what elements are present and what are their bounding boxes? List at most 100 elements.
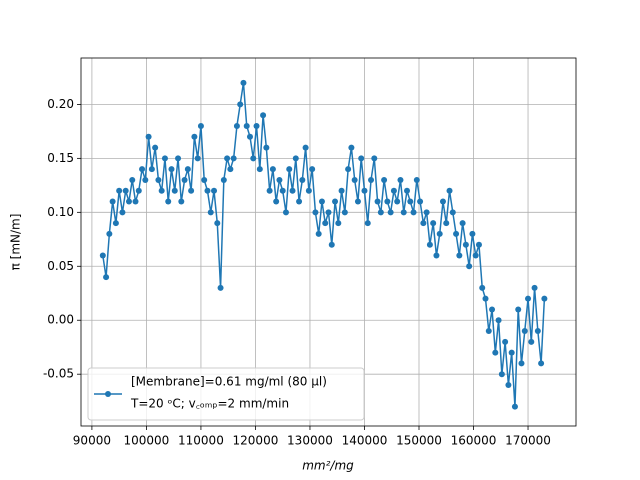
point [132,198,139,205]
point [410,209,417,216]
point [207,209,214,216]
point [361,187,368,194]
point [351,176,358,183]
point [335,220,342,227]
point [394,198,401,205]
point [312,209,319,216]
point [387,209,394,216]
point [188,187,195,194]
point [237,101,244,108]
point [276,176,283,183]
point [341,209,348,216]
point [531,284,538,291]
point [263,144,270,151]
point [332,198,339,205]
point [266,187,273,194]
point [246,133,253,140]
point [129,176,136,183]
point [423,209,430,216]
point [122,187,129,194]
legend-marker [105,391,111,397]
point [224,155,231,162]
point [469,230,476,237]
point [260,112,267,119]
point [181,176,188,183]
point [348,144,355,151]
line [102,82,546,407]
legend: [Membrane]=0.61 mg/ml (80 μl) T=20 ᵒC; v꜀… [87,367,365,421]
point [456,252,463,259]
point [230,155,237,162]
point [256,166,263,173]
point [328,241,335,248]
point [407,198,414,205]
y-tick-label: 0.05 [47,259,74,273]
point [482,295,489,302]
x-axis-label: mm²/mg [302,459,354,473]
point [302,144,309,151]
y-tick-label: 0.15 [47,151,74,165]
point [292,155,299,162]
x-tick-label: 160000 [451,434,497,448]
point [201,176,208,183]
point [325,209,332,216]
point [345,166,352,173]
point [161,155,168,162]
point [197,122,204,129]
point [377,209,384,216]
point [515,306,522,313]
point [279,187,286,194]
point [413,176,420,183]
y-tick-label: 0.10 [47,205,74,219]
point [479,284,486,291]
point [282,209,289,216]
point [511,403,518,410]
point [158,187,165,194]
point [426,241,433,248]
point [142,176,149,183]
point [139,166,146,173]
point [318,198,325,205]
point [116,187,123,194]
point [119,209,126,216]
point [397,176,404,183]
point [541,295,548,302]
x-tick-label: 120000 [233,434,279,448]
point [420,220,427,227]
point [191,133,198,140]
point [217,284,224,291]
point [462,241,469,248]
x-tick-label: 100000 [124,434,170,448]
point [269,166,276,173]
point [194,155,201,162]
point [112,220,119,227]
x-tick-label: 110000 [178,434,224,448]
point [358,155,365,162]
point [299,176,306,183]
point [538,360,545,367]
point [103,274,110,281]
point [233,122,240,129]
point [446,187,453,194]
point [417,198,424,205]
point [436,230,443,237]
point [178,198,185,205]
point [475,241,482,248]
point [145,133,152,140]
point [243,122,250,129]
point [220,176,227,183]
legend-label: [Membrane]=0.61 mg/ml (80 μl) [131,375,327,389]
point [404,187,411,194]
point [227,166,234,173]
plot-frame [80,57,577,427]
point [109,198,116,205]
point [466,263,473,270]
point [439,198,446,205]
point [430,220,437,227]
point [148,166,155,173]
y-tick-label: -0.05 [43,367,74,381]
point [443,220,450,227]
point [449,209,456,216]
x-tick-label: 90000 [73,434,111,448]
point [502,338,509,345]
